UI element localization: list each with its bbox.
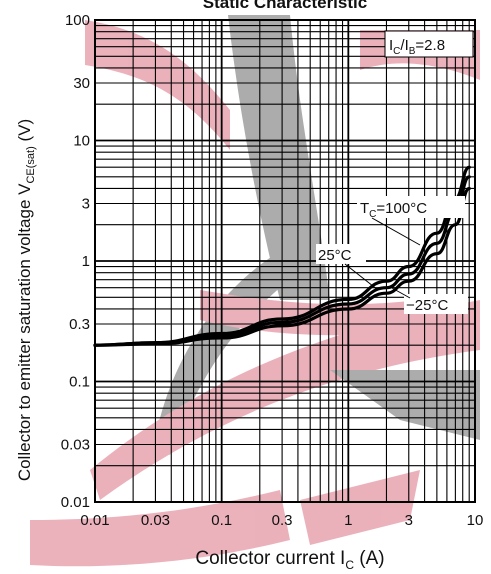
leader-line-100 bbox=[371, 217, 421, 246]
y-tick-label: 0.1 bbox=[69, 374, 90, 391]
x-tick-label: 0.03 bbox=[141, 512, 170, 529]
x-axis-title: Collector current IC (A) bbox=[195, 548, 384, 572]
x-tick-labels: 0.01 0.03 0.1 0.3 1 3 10 bbox=[80, 512, 483, 529]
condition-label: IC/IB=2.8 bbox=[389, 37, 445, 57]
series-label-bg-25 bbox=[316, 244, 366, 264]
series-label-bg-m25 bbox=[404, 294, 468, 314]
x-tick-label: 0.01 bbox=[80, 512, 109, 529]
watermark-logo bbox=[30, 15, 480, 567]
series-label-bg-100 bbox=[357, 196, 465, 218]
series-curves bbox=[93, 165, 471, 347]
watermark-shape-pink bbox=[30, 490, 290, 567]
y-axis-title: Collector to emitter saturation voltage … bbox=[15, 119, 37, 481]
y-tick-label: 30 bbox=[73, 75, 90, 92]
x-tick-label: 3 bbox=[405, 512, 413, 529]
x-tick-label: 0.3 bbox=[272, 512, 293, 529]
y-tick-label: 1 bbox=[82, 253, 90, 270]
x-tick-label: 1 bbox=[344, 512, 352, 529]
series-label-25: 25°C bbox=[318, 247, 352, 264]
y-tick-label: 0.03 bbox=[61, 437, 90, 454]
y-tick-label: 100 bbox=[65, 12, 90, 29]
watermark-shape-pink bbox=[90, 300, 480, 500]
chart-title: Static Characteristic bbox=[203, 0, 367, 12]
watermark-shape-pink bbox=[300, 470, 420, 545]
series-label-m25: −25°C bbox=[406, 297, 448, 314]
series-line-1 bbox=[93, 175, 471, 347]
plot-frame bbox=[94, 19, 476, 503]
series-line-2 bbox=[93, 186, 471, 347]
condition-box bbox=[384, 30, 474, 58]
y-tick-label: 10 bbox=[73, 133, 90, 150]
leader-line-25 bbox=[344, 263, 379, 291]
leader-line-m25 bbox=[391, 287, 411, 299]
watermark-shape-pink bbox=[85, 20, 230, 150]
y-tick-label: 0.01 bbox=[61, 494, 90, 511]
y-tick-label: 0.3 bbox=[69, 316, 90, 333]
x-tick-label: 0.1 bbox=[211, 512, 232, 529]
y-tick-label: 3 bbox=[82, 196, 90, 213]
series-label-100: TC=100°C bbox=[360, 200, 427, 220]
watermark-shape-gray bbox=[228, 15, 330, 300]
x-tick-label: 10 bbox=[467, 512, 484, 529]
y-tick-labels: 0.01 0.03 0.1 0.3 1 3 10 30 100 bbox=[61, 12, 90, 511]
